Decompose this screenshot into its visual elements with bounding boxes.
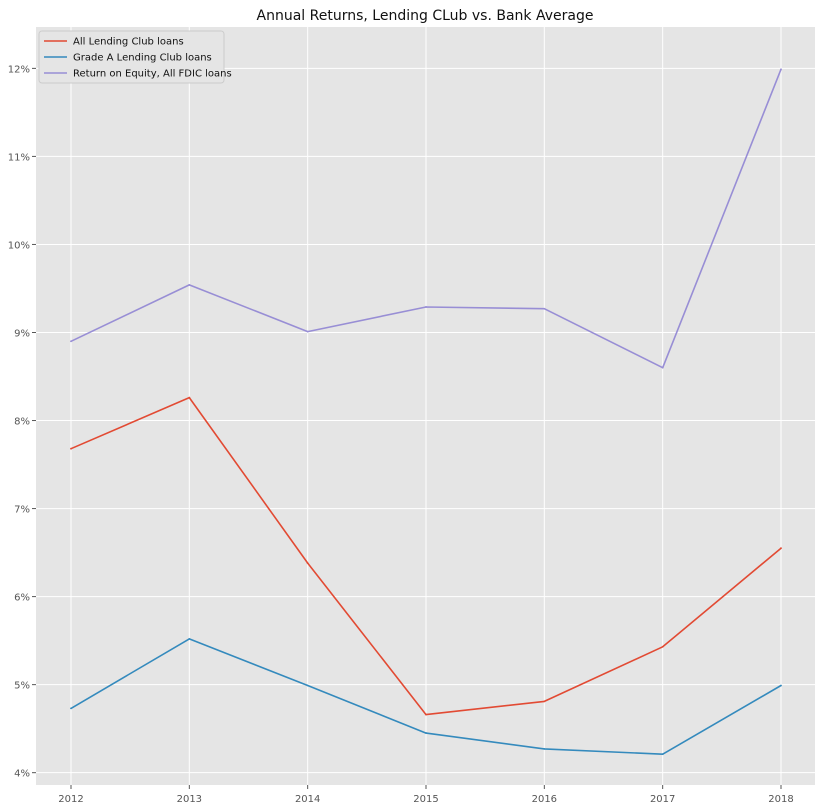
- data-point: [188, 284, 191, 286]
- data-point: [543, 748, 546, 750]
- y-tick-label: 11%: [8, 152, 30, 163]
- y-tick-label: 8%: [14, 417, 30, 428]
- data-point: [70, 340, 72, 343]
- x-tick-label: 2017: [650, 794, 675, 805]
- data-point: [543, 307, 546, 310]
- data-point: [661, 645, 664, 648]
- data-point: [780, 547, 782, 550]
- x-tick-label: 2016: [532, 794, 557, 805]
- data-point: [306, 684, 309, 687]
- y-tick-label: 6%: [14, 593, 30, 604]
- data-point: [306, 562, 309, 565]
- legend-label: All Lending Club loans: [73, 37, 184, 48]
- data-point: [661, 753, 664, 756]
- data-point: [780, 68, 782, 71]
- data-point: [70, 707, 72, 710]
- data-point: [306, 330, 309, 333]
- legend-label: Return on Equity, All FDIC loans: [73, 69, 232, 80]
- legend-label: Grade A Lending Club loans: [73, 53, 212, 64]
- y-tick-label: 12%: [8, 64, 30, 75]
- y-tick-label: 9%: [14, 328, 30, 339]
- data-point: [543, 700, 546, 703]
- axis-ticks: 2012 2013 2014 2015 2016 2017 2018 4% 5% 6% 7% 8% 9%…: [8, 64, 794, 805]
- data-point: [780, 684, 782, 687]
- series-lines: [70, 68, 782, 756]
- data-point: [425, 732, 427, 734]
- x-tick-label: 2018: [768, 794, 793, 805]
- grid: [36, 27, 815, 785]
- x-tick-label: 2012: [58, 794, 83, 805]
- y-tick-label: 10%: [8, 240, 30, 251]
- legend-box: [38, 30, 225, 84]
- data-point: [425, 713, 427, 716]
- legend: All Lending Club loans Grade A Lending Cl…: [38, 30, 232, 84]
- chart-title: Annual Returns, Lending CLub vs. Bank Av…: [257, 8, 594, 24]
- y-tick-label: 5%: [14, 681, 30, 692]
- data-point: [188, 637, 191, 640]
- data-point: [188, 396, 191, 399]
- y-tick-label: 4%: [14, 769, 30, 780]
- y-tick-label: 7%: [14, 505, 30, 516]
- data-point: [425, 306, 427, 308]
- data-point: [661, 366, 664, 369]
- data-point: [70, 447, 72, 450]
- x-tick-label: 2015: [413, 794, 438, 805]
- x-tick-label: 2013: [177, 794, 202, 805]
- x-tick-label: 2014: [295, 794, 320, 805]
